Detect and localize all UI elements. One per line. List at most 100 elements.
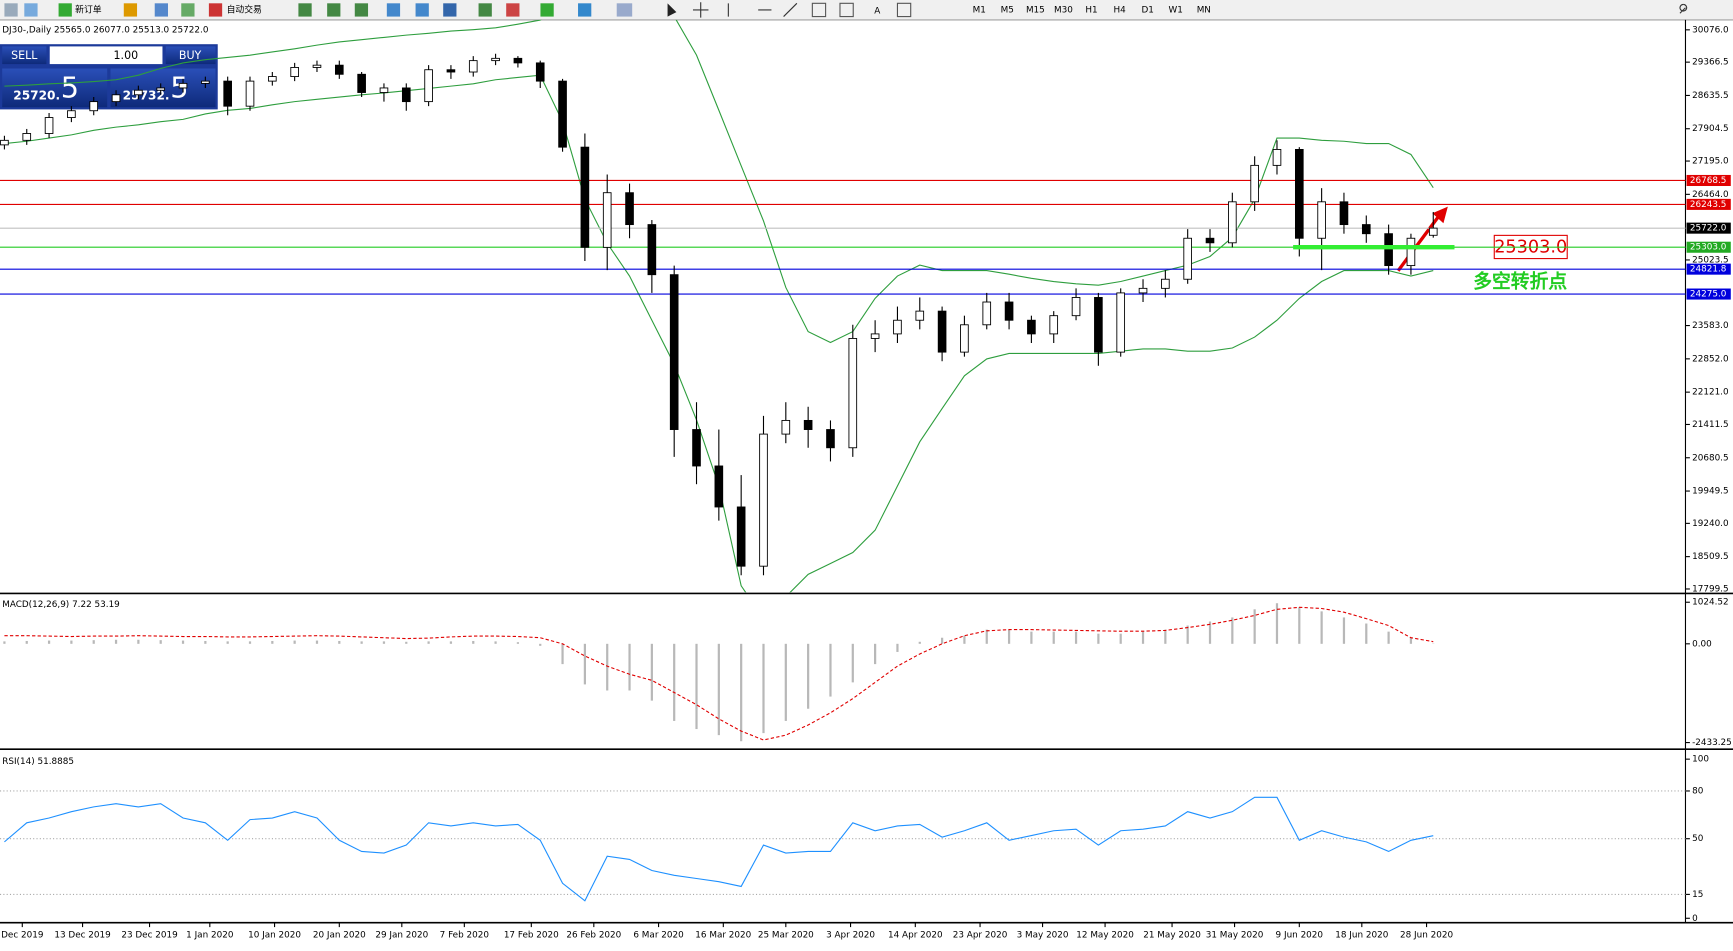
panel-title: DJ30-,Daily 25565.0 26077.0 25513.0 2572… [2, 25, 209, 35]
candle-body [492, 58, 500, 60]
y-tick-label: 21411.5 [1692, 420, 1729, 430]
macd-bar [561, 644, 563, 664]
toolbar-icon[interactable] [24, 3, 37, 16]
candle-body [626, 193, 634, 225]
toolbar-icon[interactable] [443, 3, 456, 16]
panel-2 [0, 791, 1685, 901]
toolbar-icon[interactable] [298, 3, 311, 16]
macd-bar [450, 641, 452, 643]
y-tick-label: 30076.0 [1692, 25, 1729, 35]
macd-bar [227, 641, 229, 643]
macd-bar [517, 642, 519, 644]
y-tick-label: 20680.5 [1692, 453, 1729, 463]
x-tick-label: 7 Feb 2020 [440, 930, 490, 940]
macd-bar [941, 638, 943, 644]
lot-value[interactable]: 1.00 [114, 49, 139, 62]
y-tick-label: 0 [1692, 914, 1698, 924]
toolbar-icon[interactable] [540, 3, 553, 16]
toolbar-icon[interactable] [59, 3, 72, 16]
lot-input[interactable] [50, 46, 163, 64]
candle-body [1028, 320, 1036, 334]
price-label: 26243.5 [1690, 200, 1727, 210]
toolbar-icon[interactable] [506, 3, 519, 16]
macd-bar [1120, 634, 1122, 644]
macd-bar [3, 641, 5, 643]
macd-bar [1365, 624, 1367, 644]
toolbar-icon[interactable] [209, 3, 222, 16]
macd-bar [26, 641, 28, 644]
y-tick-label: 28635.5 [1692, 91, 1729, 101]
toolbar-icon[interactable] [155, 3, 168, 16]
macd-bar [361, 641, 363, 643]
macd-bar [963, 636, 965, 644]
trade-panel: SELL 1.00 BUY 25720. 5 25732. 5 [0, 44, 218, 109]
timeframe-button[interactable]: MN [1197, 5, 1211, 15]
x-tick-label: Dec 2019 [1, 930, 43, 940]
panel-title: MACD(12,26,9) 7.22 53.19 [2, 600, 120, 610]
timeframe-button[interactable]: D1 [1141, 5, 1153, 15]
toolbar-icon[interactable] [124, 3, 137, 16]
x-tick-label: 26 Feb 2020 [566, 930, 621, 940]
y-tick-label: 18509.5 [1692, 552, 1729, 562]
timeframe-button[interactable]: M1 [973, 5, 986, 15]
buy-label[interactable]: BUY [179, 49, 202, 62]
candle-body [849, 338, 857, 447]
macd-bar [740, 644, 742, 741]
x-tick-label: 12 May 2020 [1076, 930, 1134, 940]
candle-body [179, 83, 187, 88]
toolbar-icon[interactable] [416, 3, 429, 16]
macd-bar [428, 641, 430, 643]
y-tick-label: 50 [1692, 834, 1704, 844]
text-tool[interactable]: A [874, 7, 880, 17]
candle-body [291, 67, 299, 76]
toolbar-icon[interactable] [617, 3, 632, 16]
candle-body [402, 88, 410, 102]
macd-bar [852, 644, 854, 683]
x-tick-label: 13 Dec 2019 [54, 930, 110, 940]
candle-body [603, 193, 611, 248]
candle-body [581, 147, 589, 247]
rsi-line [4, 797, 1433, 900]
candle-body [1050, 316, 1058, 334]
y-tick-label: 19240.0 [1692, 519, 1729, 529]
x-tick-label: 9 Jun 2020 [1276, 930, 1324, 940]
toolbar-icon[interactable] [578, 3, 591, 16]
macd-bar [1142, 632, 1144, 644]
panel-0 [0, 0, 1685, 619]
toolbar-icon[interactable] [181, 3, 194, 16]
timeframe-button[interactable]: W1 [1169, 5, 1183, 15]
candle-body [670, 275, 678, 430]
timeframe-button[interactable]: M30 [1054, 5, 1073, 15]
timeframe-button[interactable]: M15 [1026, 5, 1045, 15]
auto-trading-button[interactable]: 自动交易 [227, 3, 262, 15]
macd-bar [137, 640, 139, 644]
macd-bar [160, 640, 162, 644]
x-tick-label: 31 May 2020 [1206, 930, 1264, 940]
x-tick-label: 3 Apr 2020 [826, 930, 875, 940]
y-tick-label: 15 [1692, 890, 1703, 900]
y-tick-label: 17799.5 [1692, 584, 1729, 594]
timeframe-button[interactable]: H4 [1113, 5, 1126, 15]
candle-body [760, 434, 768, 566]
toolbar-icon[interactable] [387, 3, 400, 16]
candle-body [201, 81, 209, 83]
sell-label[interactable]: SELL [11, 49, 38, 62]
candle-body [135, 90, 143, 95]
macd-bar [1053, 632, 1055, 644]
panel-title: RSI(14) 51.8885 [2, 757, 74, 767]
timeframe-button[interactable]: M5 [1001, 5, 1014, 15]
candle-body [313, 65, 321, 67]
x-tick-label: 18 Jun 2020 [1335, 930, 1388, 940]
y-tick-label: 1024.52 [1692, 598, 1729, 608]
candle-body [1072, 297, 1080, 315]
macd-bar [1097, 634, 1099, 644]
toolbar-icon[interactable] [355, 3, 368, 16]
candle-body [380, 88, 388, 93]
toolbar-icon[interactable] [4, 3, 17, 16]
toolbar-icon[interactable] [327, 3, 340, 16]
candle-body [68, 111, 76, 118]
toolbar-icon[interactable] [479, 3, 492, 16]
new-order-button[interactable]: 新订单 [75, 3, 102, 15]
candle-body [1206, 238, 1214, 243]
timeframe-button[interactable]: H1 [1085, 5, 1097, 15]
